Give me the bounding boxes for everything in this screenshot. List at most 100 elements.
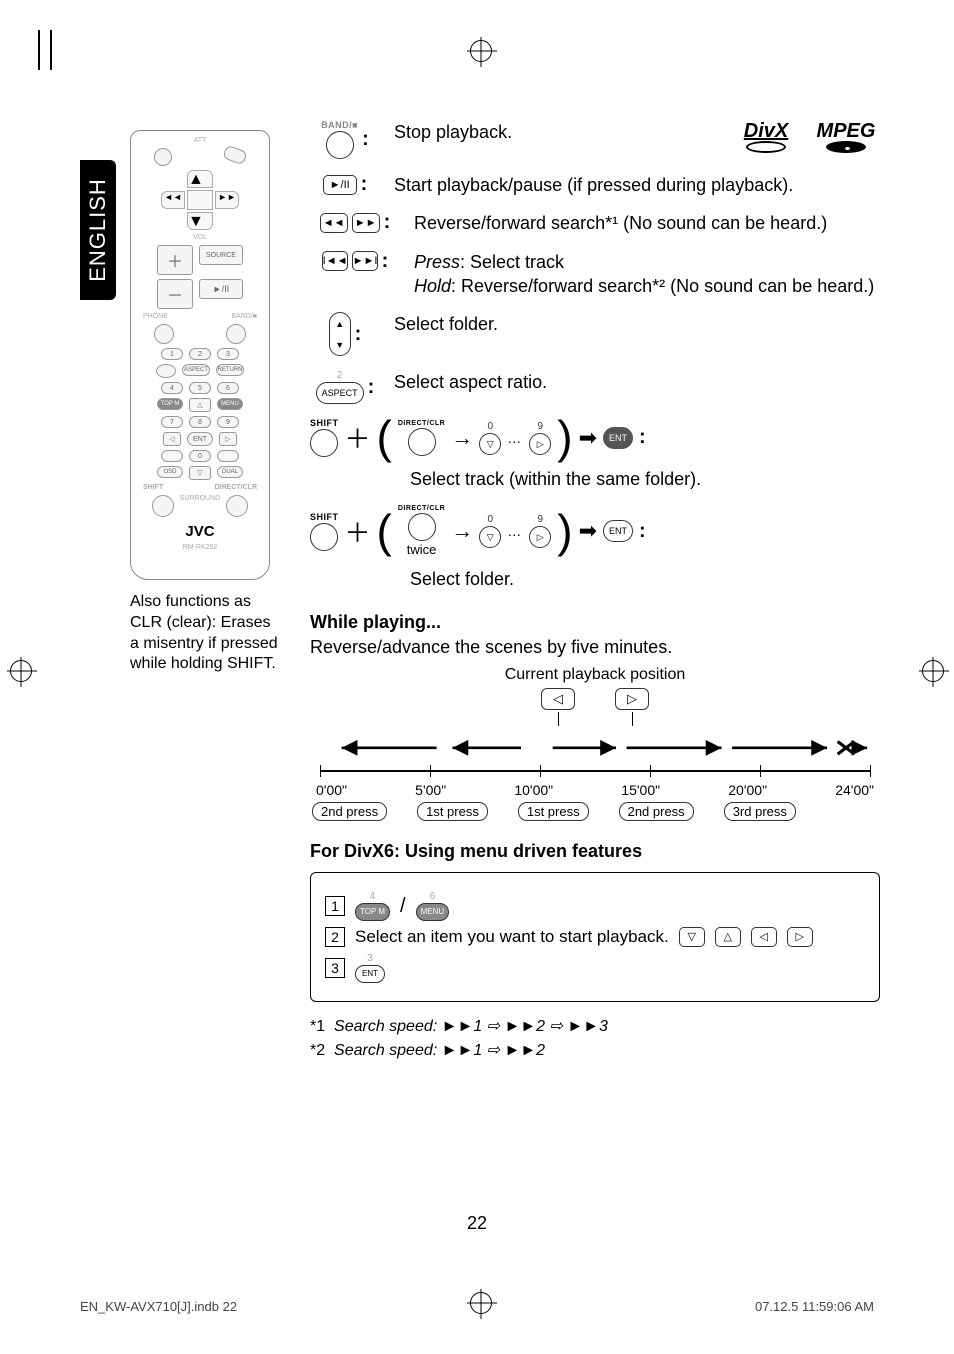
shift-icon: SHIFT <box>310 512 339 551</box>
band-label: BAND/■ <box>231 313 257 320</box>
phone-button <box>154 324 174 344</box>
fn-aspect: 2 ASPECT : Select aspect ratio. <box>310 370 880 404</box>
timeline-time-labels: 0'00" 5'00" 10'00" 15'00" 20'00" 24'00" <box>316 782 874 798</box>
right-tri-icon: ▷ <box>615 688 649 710</box>
divx6-box: 1 4TOP M / 6MENU 2 Select an item you wa… <box>310 872 880 1002</box>
num-4: 4 <box>161 382 183 394</box>
divx-logo: DivX <box>732 120 800 160</box>
ent-icon: ENT <box>603 427 633 449</box>
page-footer: EN_KW-AVX710[J].indb 22 07.12.5 11:59:06… <box>80 1299 874 1314</box>
registration-mark <box>922 660 944 682</box>
registration-mark <box>470 40 492 62</box>
dpad: ▲ ▼ ◄◄ ►► <box>155 170 245 230</box>
footer-timestamp: 07.12.5 11:59:06 AM <box>755 1299 874 1314</box>
phone-label: PHONE <box>143 313 168 320</box>
vol-minus: － <box>157 279 193 309</box>
aspect-button: ASPECT <box>182 364 210 376</box>
dpad-up: ▲ <box>187 170 213 188</box>
num-7: 7 <box>161 416 183 428</box>
language-tab: ENGLISH <box>80 160 116 300</box>
att-label: ATT <box>194 137 207 144</box>
crop-mark <box>38 30 40 70</box>
registration-mark <box>10 660 32 682</box>
shift-icon: SHIFT <box>310 418 339 457</box>
dpad-right: ►► <box>215 191 239 209</box>
language-label: ENGLISH <box>85 178 111 282</box>
direct-button <box>226 495 248 517</box>
footnote-2: *2 Search speed: ►►1 ⇨ ►►2 <box>310 1040 880 1060</box>
divx6-step-2: 2 Select an item you want to start playb… <box>325 927 865 947</box>
band-stop-button-icon: BAND/■ <box>321 120 358 159</box>
select-folder-text: Select folder. <box>410 567 880 591</box>
next-track-icon: ►►I <box>352 251 378 271</box>
timeline-diagram: Current playback position ◁ ▷ <box>310 666 880 822</box>
ffwd-icon: ►► <box>352 213 380 233</box>
while-playing-heading: While playing... <box>310 612 880 633</box>
power-icon <box>154 148 172 166</box>
page-number: 22 <box>0 1213 954 1234</box>
left-icon: ◁ <box>751 927 777 947</box>
fn-aspect-text: Select aspect ratio. <box>394 370 880 394</box>
crop-mark <box>50 30 52 70</box>
fn-search-text: Reverse/forward search*¹ (No sound can b… <box>414 211 880 235</box>
remote-note: Also functions as CLR (clear): Erases a … <box>130 592 280 675</box>
timeline-axis <box>320 770 870 772</box>
format-logos: DivX MPEG <box>732 120 880 160</box>
while-playing-desc: Reverse/advance the scenes by five minut… <box>310 637 880 658</box>
timeline-arrows <box>310 732 880 764</box>
osd-button: OSD <box>157 466 183 478</box>
play-pause-button: ►/II <box>199 279 243 299</box>
direct-twice-icon: DIRECT/CLR twice <box>398 505 445 557</box>
disp-button <box>222 145 247 166</box>
dual-button: DUAL <box>217 466 243 478</box>
brand-label: JVC <box>185 523 214 540</box>
blank-button <box>156 364 176 378</box>
vol-plus: ＋ <box>157 245 193 275</box>
rew-icon: ◄◄ <box>320 213 348 233</box>
instructions-content: DivX MPEG BAND/■ : Stop playback. ►/II :… <box>310 120 880 1060</box>
select-track-text: Select track (within the same folder). <box>410 467 880 491</box>
left-tri-icon: ◁ <box>541 688 575 710</box>
dpad-down: ▼ <box>187 212 213 230</box>
vol-label: VOL <box>193 234 207 241</box>
num-0: 0 <box>189 450 211 462</box>
shift-combo-track: SHIFT ＋ ( DIRECT/CLR → 0▽ … 9▷ ) ➡ ENT : <box>310 418 880 457</box>
aspect-button-icon: 2 ASPECT <box>316 370 364 404</box>
num-2: 2 <box>189 348 211 360</box>
blank-button <box>217 450 239 462</box>
footer-filename: EN_KW-AVX710[J].indb 22 <box>80 1299 237 1314</box>
footnote-1: *1 Search speed: ►►1 ⇨ ►►2 ⇨ ►►3 <box>310 1016 880 1036</box>
ent-icon: ENT <box>603 520 633 542</box>
left-button: ◁ <box>163 432 181 446</box>
dpad-left: ◄◄ <box>161 191 185 209</box>
fn-play: ►/II : Start playback/pause (if pressed … <box>310 173 880 197</box>
shift-combo-folder: SHIFT ＋ ( DIRECT/CLR twice → 0▽ … 9▷ ) ➡… <box>310 505 880 557</box>
num-5: 5 <box>189 382 211 394</box>
fn-track-text: Press: Select track Hold: Reverse/forwar… <box>414 250 880 299</box>
return-button: RETURN <box>216 364 244 376</box>
dpad-center <box>187 190 213 210</box>
up-button: △ <box>189 398 211 412</box>
fn-folder: ▲▼ : Select folder. <box>310 312 880 356</box>
num-6: 6 <box>217 382 239 394</box>
divx6-step-1: 1 4TOP M / 6MENU <box>325 891 865 921</box>
right-icon: ▷ <box>787 927 813 947</box>
num-3: 3 <box>217 348 239 360</box>
prev-track-icon: I◄◄ <box>322 251 348 271</box>
source-button: SOURCE <box>199 245 243 265</box>
divx6-step-3: 3 3ENT <box>325 953 865 983</box>
down-icon: ▽ <box>679 927 705 947</box>
num-9: 9 <box>217 416 239 428</box>
shift-label: SHIFT <box>143 484 163 491</box>
divx6-heading: For DivX6: Using menu driven features <box>310 841 880 862</box>
surround-label: SURROUND <box>180 495 220 517</box>
directclr-label: DIRECT/CLR <box>215 484 257 491</box>
remote-column: ATT ▲ ▼ ◄◄ ►► VOL ＋ SOURCE － ►/II <box>130 130 280 675</box>
blank-button <box>161 450 183 462</box>
num-8: 8 <box>189 416 211 428</box>
num-1: 1 <box>161 348 183 360</box>
down-button: ▽ <box>189 466 211 480</box>
mpeg-logo: MPEG <box>812 120 880 160</box>
folder-updown-icon: ▲▼ <box>329 312 351 356</box>
up-icon: △ <box>715 927 741 947</box>
